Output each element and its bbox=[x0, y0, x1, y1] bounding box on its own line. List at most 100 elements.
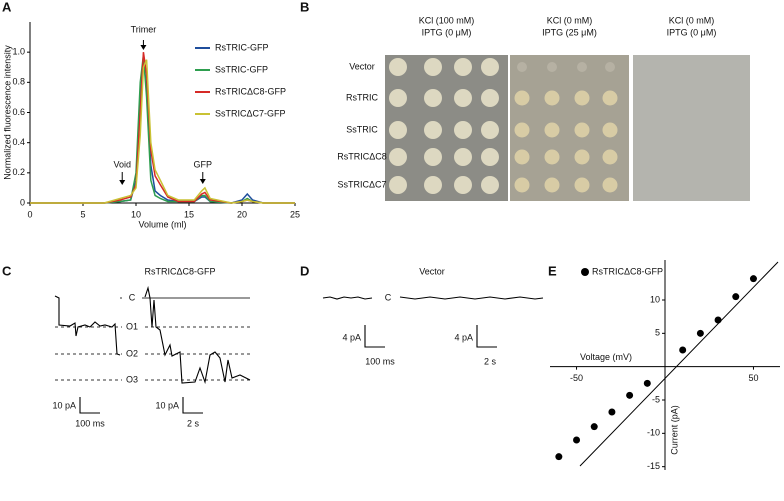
colony bbox=[574, 90, 590, 106]
scale-bar bbox=[79, 397, 100, 414]
scale-label: 4 pA bbox=[454, 332, 473, 342]
current-trace bbox=[144, 285, 251, 385]
plate bbox=[633, 55, 750, 201]
x-tick-label: 0 bbox=[27, 209, 32, 219]
legend-label: SsTRICΔC7-GFP bbox=[215, 108, 286, 118]
data-point bbox=[749, 275, 757, 283]
y-tick-label: -5 bbox=[652, 394, 660, 404]
colony bbox=[602, 177, 618, 193]
colony bbox=[544, 90, 560, 106]
colony bbox=[424, 58, 442, 76]
colony bbox=[389, 89, 407, 107]
plate-header: KCl (0 mM) bbox=[547, 15, 593, 25]
colony bbox=[454, 176, 472, 194]
y-tick-label: 1.0 bbox=[12, 47, 25, 57]
x-tick-label: 5 bbox=[80, 209, 85, 219]
y-tick-label: 0.4 bbox=[12, 137, 25, 147]
plate-header: KCl (100 mM) bbox=[419, 15, 475, 25]
level-label: O1 bbox=[126, 321, 138, 331]
y-tick-label: -10 bbox=[647, 428, 660, 438]
scale-label: 10 pA bbox=[155, 400, 179, 410]
scale-label: 100 ms bbox=[365, 356, 395, 366]
colony bbox=[454, 89, 472, 107]
x-tick-label: -50 bbox=[570, 373, 583, 383]
panel-letter: D bbox=[300, 263, 309, 278]
data-point bbox=[732, 293, 740, 301]
x-axis-label: Voltage (mV) bbox=[580, 352, 632, 362]
x-tick-label: 50 bbox=[748, 373, 758, 383]
scale-label: 100 ms bbox=[75, 418, 105, 428]
fit-line bbox=[579, 261, 779, 467]
legend-label: RsTRIC-GFP bbox=[215, 42, 269, 52]
colony bbox=[544, 177, 560, 193]
data-point bbox=[679, 346, 687, 354]
plate-header: IPTG (25 μM) bbox=[542, 27, 597, 37]
colony bbox=[424, 176, 442, 194]
y-axis-label: Normalized fluorescence intensity bbox=[2, 45, 12, 180]
colony bbox=[389, 121, 407, 139]
panel-letter: C bbox=[2, 263, 12, 278]
data-point bbox=[696, 329, 704, 337]
series-line bbox=[30, 52, 295, 204]
y-tick-label: 0.6 bbox=[12, 107, 25, 117]
y-tick-label: 0.8 bbox=[12, 77, 25, 87]
y-tick-label: 0.2 bbox=[12, 167, 25, 177]
x-tick-label: 15 bbox=[184, 209, 194, 219]
series-line bbox=[30, 56, 295, 204]
colony bbox=[481, 121, 499, 139]
colony bbox=[424, 89, 442, 107]
x-tick-label: 10 bbox=[131, 209, 141, 219]
series-line bbox=[30, 59, 295, 204]
level-label: C bbox=[385, 292, 392, 302]
colony bbox=[547, 62, 557, 72]
x-tick-label: 25 bbox=[290, 209, 300, 219]
colony bbox=[514, 90, 530, 106]
colony bbox=[514, 149, 530, 165]
legend-label: RsTRICΔC8-GFP bbox=[592, 266, 663, 276]
data-point bbox=[714, 316, 722, 324]
level-label: C bbox=[129, 292, 136, 302]
current-trace bbox=[399, 296, 544, 300]
colonies bbox=[389, 58, 618, 194]
scale-label: 4 pA bbox=[342, 332, 361, 342]
colony bbox=[517, 62, 527, 72]
colony bbox=[389, 58, 407, 76]
data-point bbox=[608, 408, 616, 416]
annotation-arrowhead bbox=[119, 180, 126, 185]
y-tick-label: 10 bbox=[650, 294, 660, 304]
row-label: Vector bbox=[349, 61, 375, 71]
colony bbox=[602, 90, 618, 106]
plate-header: IPTG (0 μM) bbox=[422, 27, 472, 37]
colony bbox=[574, 177, 590, 193]
scale-label: 10 pA bbox=[52, 400, 76, 410]
data-point bbox=[590, 423, 598, 431]
row-label: RsTRICΔC8 bbox=[337, 151, 387, 161]
annotation-arrowhead bbox=[140, 45, 147, 50]
panel-letter: B bbox=[300, 0, 309, 14]
data-point bbox=[626, 391, 634, 399]
colony bbox=[454, 58, 472, 76]
data-point bbox=[555, 453, 563, 461]
colony bbox=[389, 148, 407, 166]
colony bbox=[514, 122, 530, 138]
colony bbox=[481, 176, 499, 194]
x-tick-label: 20 bbox=[237, 209, 247, 219]
y-axis-label: Current (pA) bbox=[669, 405, 679, 455]
colony bbox=[514, 177, 530, 193]
colony bbox=[574, 122, 590, 138]
colony bbox=[544, 149, 560, 165]
panel-letter: E bbox=[548, 263, 557, 278]
row-label: RsTRIC bbox=[346, 92, 378, 102]
scale-bar bbox=[364, 325, 385, 348]
colony bbox=[389, 176, 407, 194]
scale-label: 2 s bbox=[187, 418, 200, 428]
colony bbox=[574, 149, 590, 165]
data-point bbox=[643, 379, 651, 387]
annotation: GFP bbox=[194, 159, 213, 169]
row-label: SsTRICΔC7 bbox=[337, 179, 386, 189]
colony bbox=[577, 62, 587, 72]
colony bbox=[481, 58, 499, 76]
colony bbox=[424, 148, 442, 166]
annotation: Trimer bbox=[131, 24, 157, 34]
